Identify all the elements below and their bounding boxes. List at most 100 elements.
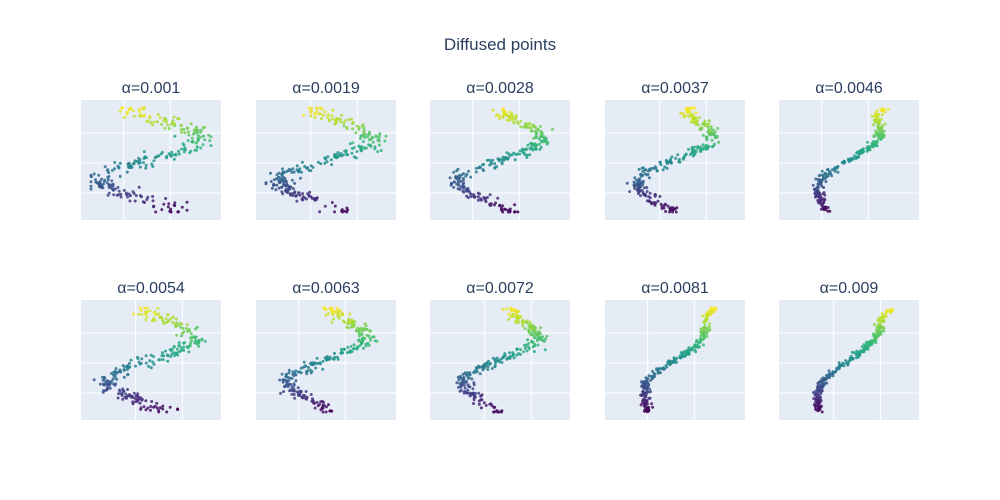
subplot-title: α=0.0046 <box>815 80 883 97</box>
data-point <box>176 210 180 214</box>
data-point <box>145 306 149 310</box>
subplot-title: α=0.001 <box>122 80 181 97</box>
data-point <box>124 392 128 396</box>
data-point <box>185 323 189 327</box>
data-point <box>639 173 643 177</box>
data-point <box>519 125 523 129</box>
data-point <box>842 161 846 165</box>
data-point <box>471 387 475 391</box>
data-point <box>543 348 547 352</box>
data-point <box>696 341 700 345</box>
data-point <box>182 348 186 352</box>
data-point <box>175 347 179 351</box>
data-point <box>145 315 149 319</box>
data-point <box>650 402 654 406</box>
data-point <box>166 205 170 209</box>
data-point <box>287 368 291 372</box>
data-point <box>544 337 547 341</box>
data-point <box>880 312 884 316</box>
data-point <box>866 347 870 351</box>
data-point <box>716 126 720 130</box>
data-point <box>681 112 685 115</box>
data-point <box>531 124 534 128</box>
data-point <box>536 343 540 347</box>
data-point <box>126 388 129 391</box>
data-point <box>308 368 312 372</box>
data-point <box>311 363 315 367</box>
data-point <box>117 166 121 170</box>
data-point <box>648 191 652 195</box>
data-point <box>535 339 539 342</box>
data-point <box>145 119 149 123</box>
data-point <box>115 377 119 381</box>
data-point <box>822 191 826 195</box>
data-point <box>172 157 176 161</box>
data-point <box>278 378 282 382</box>
data-point <box>138 306 142 310</box>
data-point <box>680 354 684 358</box>
data-point <box>323 306 327 310</box>
data-point <box>137 312 141 316</box>
data-point <box>339 347 343 351</box>
data-point <box>871 140 875 144</box>
data-point <box>496 196 500 200</box>
data-point <box>830 174 834 178</box>
data-point <box>140 106 144 110</box>
data-point <box>279 391 283 395</box>
data-point <box>874 129 878 133</box>
data-point <box>656 199 660 203</box>
data-point <box>545 334 549 338</box>
data-point <box>117 189 121 193</box>
data-point <box>348 312 352 316</box>
data-point <box>152 120 156 124</box>
data-point <box>515 313 519 317</box>
data-point <box>291 370 295 374</box>
data-point <box>357 125 361 129</box>
data-point <box>120 392 124 396</box>
data-point <box>654 201 658 205</box>
data-point <box>315 197 318 201</box>
data-point <box>350 321 354 325</box>
data-point <box>877 333 881 337</box>
data-point <box>366 133 370 137</box>
data-point <box>191 132 195 136</box>
data-point <box>351 127 355 131</box>
scatter-points <box>448 107 554 214</box>
data-point <box>516 321 520 325</box>
data-point <box>290 178 294 182</box>
data-point <box>136 398 139 402</box>
data-point <box>142 161 145 165</box>
data-point <box>163 126 167 130</box>
data-point <box>301 192 305 196</box>
data-point <box>689 120 693 124</box>
data-point <box>315 356 319 360</box>
data-point <box>472 195 476 198</box>
data-point <box>164 197 168 200</box>
data-point <box>195 131 199 135</box>
data-point <box>833 370 837 374</box>
subplot: α=0.009 <box>779 280 919 420</box>
data-point <box>289 383 293 386</box>
data-point <box>89 174 93 178</box>
data-point <box>676 153 680 157</box>
data-point <box>527 328 530 332</box>
data-point <box>335 306 339 310</box>
data-point <box>677 158 681 161</box>
data-point <box>126 394 130 398</box>
data-point <box>517 352 521 356</box>
data-point <box>97 173 101 177</box>
data-point <box>89 180 93 184</box>
data-point <box>818 201 822 204</box>
subplot-title: α=0.0054 <box>117 280 185 297</box>
data-point <box>101 378 105 382</box>
data-point <box>281 171 284 175</box>
data-point <box>822 205 826 209</box>
data-point <box>182 143 186 147</box>
data-point <box>144 361 148 365</box>
data-point <box>514 114 518 118</box>
data-point <box>209 144 213 148</box>
data-point <box>858 353 862 357</box>
data-point <box>820 184 824 188</box>
data-point <box>882 319 886 323</box>
data-point <box>188 336 192 340</box>
